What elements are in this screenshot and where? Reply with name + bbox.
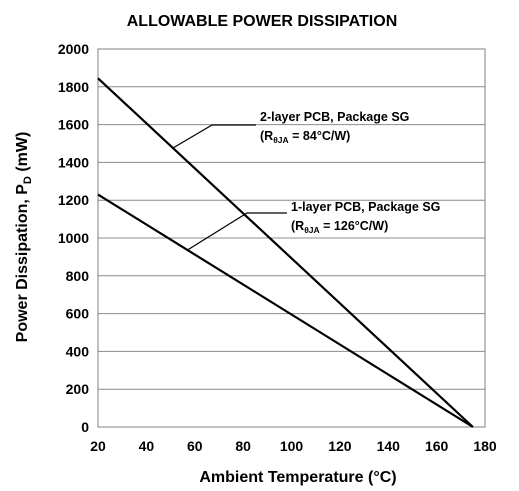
y-tick-label-0: 0 — [81, 419, 89, 435]
series-1-layer-r-value: = 126°C/W) — [320, 219, 389, 233]
y-tick-label-200: 200 — [66, 381, 90, 397]
x-tick-label-60: 60 — [187, 438, 203, 454]
y-tick-label-1600: 1600 — [58, 117, 89, 133]
y-tick-label-2000: 2000 — [58, 41, 89, 57]
series-1-layer-line — [97, 193, 474, 428]
series-annotations: 2-layer PCB, Package SG (RθJA = 84°C/W) … — [172, 110, 440, 251]
y-tick-label-1800: 1800 — [58, 79, 89, 95]
series-2-layer-r-value: = 84°C/W) — [289, 129, 351, 143]
y-axis-label-unit: (mW) — [14, 132, 31, 176]
x-tick-label-160: 160 — [425, 438, 449, 454]
series-2-layer-resistance: (RθJA = 84°C/W) — [260, 129, 350, 145]
x-tick-label-140: 140 — [377, 438, 401, 454]
series-1-layer-leader — [187, 212, 287, 251]
y-tick-label-400: 400 — [66, 343, 90, 359]
series-1-layer-r: (R — [291, 219, 304, 233]
y-tick-label-1000: 1000 — [58, 230, 89, 246]
x-tick-label-40: 40 — [139, 438, 155, 454]
x-tick-label-20: 20 — [90, 438, 106, 454]
x-tick-label-180: 180 — [473, 438, 497, 454]
y-axis-label-sub: D — [22, 176, 34, 184]
x-tick-label-80: 80 — [235, 438, 251, 454]
series-1-layer-label: 1-layer PCB, Package SG — [291, 200, 440, 214]
x-axis-ticks: 20 40 60 80 100 120 140 160 180 — [90, 438, 497, 454]
series-2-layer-r-sub: θJA — [273, 135, 288, 145]
y-axis-ticks: 0 200 400 600 800 1000 1200 1400 1600 1800 2000 — [58, 41, 89, 435]
series-1-layer-resistance: (RθJA = 126°C/W) — [291, 219, 388, 235]
x-tick-label-100: 100 — [280, 438, 304, 454]
x-axis-label: Ambient Temperature (°C) — [199, 469, 396, 486]
y-axis-label: Power Dissipation, PD (mW) — [14, 132, 34, 343]
plot-frame — [97, 48, 486, 428]
y-axis-label-main: Power Dissipation, P — [14, 184, 31, 343]
series-1-layer-r-sub: θJA — [304, 225, 319, 235]
series-2-layer-line — [97, 77, 474, 428]
series-lines — [97, 77, 474, 428]
series-2-layer-leader — [172, 124, 256, 149]
y-tick-label-1400: 1400 — [58, 154, 89, 170]
x-tick-label-120: 120 — [328, 438, 352, 454]
series-2-layer-label: 2-layer PCB, Package SG — [260, 110, 409, 124]
y-tick-label-600: 600 — [66, 306, 90, 322]
chart-title: ALLOWABLE POWER DISSIPATION — [127, 13, 398, 30]
y-tick-label-800: 800 — [66, 268, 90, 284]
y-tick-label-1200: 1200 — [58, 192, 89, 208]
gridlines — [98, 86, 485, 390]
series-2-layer-r: (R — [260, 129, 273, 143]
